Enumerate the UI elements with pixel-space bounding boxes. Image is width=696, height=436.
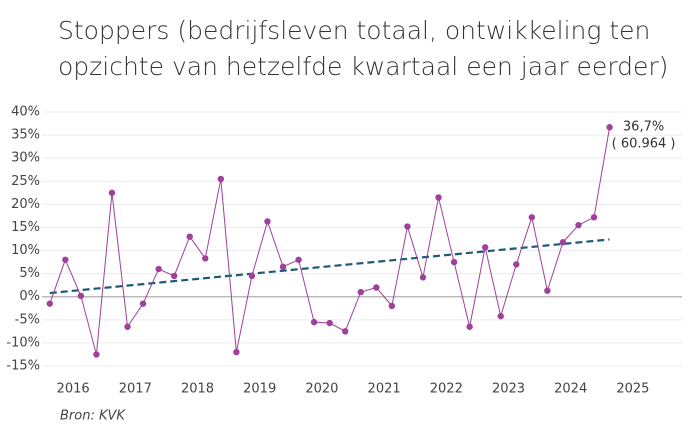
x-tick-label: 2019 [243, 382, 276, 397]
data-point [357, 288, 364, 296]
x-tick-label: 2018 [181, 382, 214, 397]
x-tick-label: 2021 [368, 382, 401, 397]
data-point [62, 256, 69, 263]
x-tick-label: 2024 [554, 382, 587, 397]
data-point [139, 300, 147, 307]
data-point [559, 239, 567, 246]
data-point [481, 244, 489, 251]
data-point [279, 263, 287, 270]
x-tick-label: 2022 [430, 382, 463, 397]
data-point [124, 323, 131, 330]
data-point [77, 292, 85, 300]
data-point [248, 272, 256, 280]
data-point [435, 194, 442, 201]
data-point [170, 272, 178, 280]
y-tick-label: 25% [11, 174, 40, 189]
y-tick-label: 5% [19, 266, 40, 281]
data-point [326, 319, 333, 327]
y-tick-label: 0% [19, 289, 40, 304]
x-tick-label: 2020 [305, 382, 338, 397]
data-point [606, 124, 613, 131]
data-label: 36,7% [623, 120, 664, 135]
x-tick-label: 2025 [616, 382, 649, 397]
data-point [575, 221, 582, 229]
chart-title: opzichte van hetzelfde kwartaal een jaar… [58, 52, 668, 81]
data-point [544, 287, 551, 294]
source: Bron: KVK [60, 409, 126, 424]
data-point [497, 312, 504, 320]
chart-title: Stoppers (bedrijfsleven totaal, ontwikke… [58, 16, 650, 45]
x-tick-label: 2023 [492, 382, 525, 397]
data-point [233, 348, 240, 356]
data-point [513, 261, 520, 268]
data-point [373, 284, 380, 291]
y-tick-label: 30% [11, 151, 40, 166]
x-tick-label: 2016 [57, 382, 90, 397]
data-point [419, 274, 427, 281]
y-tick-label: -10% [6, 335, 40, 350]
y-tick-label: 10% [11, 243, 40, 258]
y-tick-label: -15% [6, 359, 40, 374]
data-point [46, 300, 53, 307]
data-point [108, 189, 116, 197]
data-point [404, 223, 411, 230]
y-tick-label: 35% [11, 128, 40, 143]
y-tick-label: 15% [11, 220, 40, 235]
data-point [450, 258, 458, 266]
data-point [155, 265, 162, 273]
data-point [264, 218, 271, 225]
x-tick-label: 2017 [119, 382, 152, 397]
data-point [528, 214, 536, 221]
data-point [295, 256, 302, 263]
data-point [342, 328, 349, 335]
data-point [388, 302, 396, 310]
annotation: ( 60.964 ) [612, 137, 676, 152]
data-point [93, 351, 100, 358]
trend-line [49, 238, 610, 295]
data-point [310, 318, 318, 326]
data-point [590, 214, 598, 221]
y-tick-label: 20% [11, 197, 40, 212]
data-point [202, 255, 209, 262]
data-point [217, 175, 225, 183]
y-tick-label: -5% [15, 312, 40, 327]
data-point [186, 233, 193, 240]
y-tick-label: 40% [11, 105, 40, 120]
data-point [466, 323, 473, 330]
